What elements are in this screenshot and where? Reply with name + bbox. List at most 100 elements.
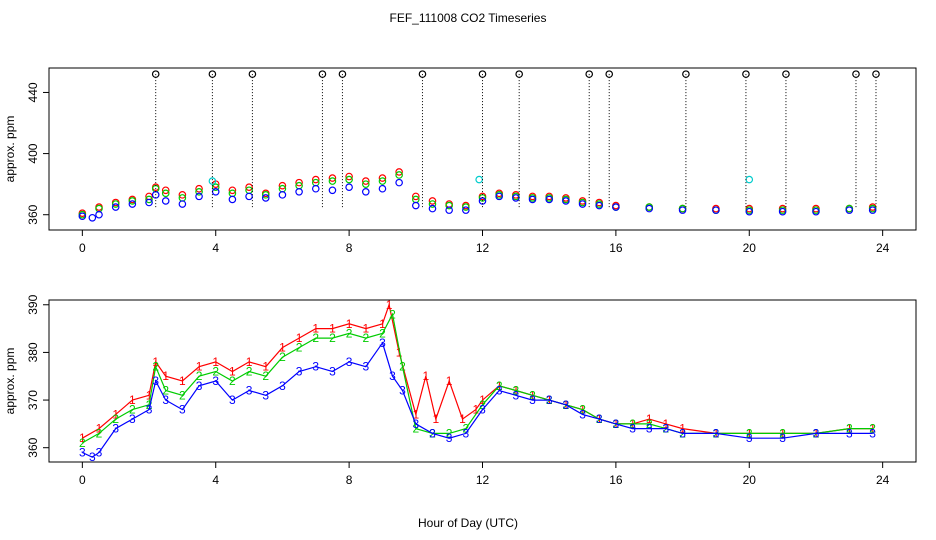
data-point bbox=[345, 172, 353, 181]
y-tick-label: 380 bbox=[26, 342, 40, 362]
series-line bbox=[82, 312, 873, 444]
data-point: 3 bbox=[346, 355, 353, 369]
data-point: 2 bbox=[746, 426, 753, 440]
data-point bbox=[578, 200, 587, 208]
data-point bbox=[478, 70, 487, 78]
data-point: 3 bbox=[196, 379, 203, 393]
data-point bbox=[395, 178, 403, 187]
x-tick-label: 4 bbox=[212, 241, 219, 255]
data-point bbox=[128, 200, 137, 208]
data-point bbox=[378, 177, 387, 185]
data-point: 1 bbox=[79, 431, 86, 445]
data-point: 1 bbox=[279, 341, 286, 355]
data-point: 1 bbox=[179, 374, 186, 388]
data-point bbox=[228, 195, 237, 204]
data-point bbox=[245, 183, 253, 192]
data-point: 3 bbox=[279, 379, 286, 393]
data-point: 3 bbox=[679, 426, 686, 440]
data-point: 3 bbox=[262, 388, 269, 402]
data-point: 3 bbox=[869, 426, 876, 440]
data-point bbox=[412, 192, 420, 201]
data-point: 3 bbox=[496, 384, 503, 398]
data-point bbox=[161, 186, 170, 195]
data-point bbox=[852, 70, 860, 78]
data-point: 2 bbox=[212, 364, 219, 378]
data-point bbox=[295, 178, 303, 187]
data-point: 1 bbox=[212, 355, 219, 369]
y-tick-label: 360 bbox=[26, 204, 40, 224]
data-point: 1 bbox=[329, 322, 336, 336]
data-point: 2 bbox=[462, 422, 469, 436]
data-point: 3 bbox=[462, 426, 469, 440]
data-point: 2 bbox=[329, 331, 336, 345]
data-point: 1 bbox=[229, 364, 236, 378]
data-point: 3 bbox=[229, 393, 236, 407]
data-point: 2 bbox=[146, 398, 153, 412]
data-point: 2 bbox=[579, 403, 586, 417]
data-point: 2 bbox=[479, 398, 486, 412]
data-point: 3 bbox=[663, 422, 670, 436]
data-point: 2 bbox=[129, 403, 136, 417]
series-flag bbox=[151, 70, 880, 208]
data-point: 2 bbox=[346, 326, 353, 340]
data-point: 3 bbox=[479, 403, 486, 417]
data-point bbox=[395, 168, 403, 176]
data-point: 3 bbox=[162, 393, 169, 407]
y-tick-label: 440 bbox=[26, 82, 40, 102]
data-point: 2 bbox=[646, 417, 653, 431]
data-point bbox=[845, 206, 854, 214]
data-point bbox=[462, 203, 470, 211]
data-point: 2 bbox=[196, 369, 203, 383]
data-point bbox=[445, 201, 453, 210]
data-point: 1 bbox=[162, 369, 169, 383]
data-point bbox=[361, 180, 370, 188]
data-point bbox=[528, 195, 537, 204]
x-tick-label: 0 bbox=[79, 473, 86, 487]
data-point: 3 bbox=[596, 412, 603, 426]
data-point: 1 bbox=[432, 412, 439, 426]
data-point: 3 bbox=[212, 374, 219, 388]
series-cal bbox=[208, 175, 754, 185]
data-point bbox=[145, 195, 153, 204]
data-point: 1 bbox=[663, 417, 670, 431]
data-point bbox=[428, 197, 437, 205]
data-point bbox=[545, 195, 553, 204]
data-point bbox=[595, 201, 604, 210]
x-tick-label: 12 bbox=[476, 241, 490, 255]
data-point: 2 bbox=[179, 388, 186, 402]
data-point: 3 bbox=[96, 445, 103, 459]
data-point: 2 bbox=[412, 422, 419, 436]
data-point bbox=[328, 174, 337, 182]
data-point: 2 bbox=[629, 417, 636, 431]
data-point bbox=[151, 70, 160, 78]
data-point: 1 bbox=[446, 374, 453, 388]
data-point: 2 bbox=[513, 384, 520, 398]
data-point bbox=[712, 206, 720, 214]
data-point bbox=[161, 189, 170, 198]
data-point: 2 bbox=[96, 426, 103, 440]
data-point bbox=[682, 70, 690, 78]
data-point bbox=[378, 174, 387, 182]
data-point bbox=[195, 187, 203, 196]
data-point bbox=[612, 203, 620, 211]
data-point: 3 bbox=[813, 426, 820, 440]
data-point: 1 bbox=[459, 412, 466, 426]
data-point: 1 bbox=[96, 422, 103, 436]
data-point bbox=[462, 206, 470, 214]
data-point: 1 bbox=[362, 322, 369, 336]
y-axis-label: approx. ppm bbox=[3, 348, 17, 415]
data-point: 3 bbox=[312, 360, 319, 374]
data-point bbox=[261, 191, 270, 199]
y-axis-label: approx. ppm bbox=[3, 116, 17, 183]
data-point: 2 bbox=[362, 331, 369, 345]
data-point bbox=[418, 70, 427, 78]
top-panel: 0 4 8 12 16 20 24 360 400 440 approx. ppm bbox=[3, 67, 917, 255]
data-point: 3 bbox=[846, 426, 853, 440]
data-point bbox=[318, 70, 327, 78]
x-tick-label: 16 bbox=[609, 473, 623, 487]
chart-title: FEF_111008 CO2 Timeseries bbox=[390, 11, 547, 25]
data-point: 2 bbox=[112, 412, 119, 426]
data-point bbox=[311, 175, 320, 184]
data-point bbox=[868, 206, 877, 214]
